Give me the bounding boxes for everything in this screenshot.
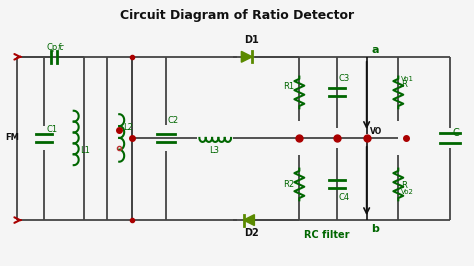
Polygon shape [244,215,255,226]
Text: a: a [372,45,379,55]
Text: b: b [372,224,380,234]
Text: L2: L2 [123,123,133,132]
Text: Vo2: Vo2 [401,189,414,195]
Text: Vo1: Vo1 [401,76,414,82]
Text: R2: R2 [283,180,295,189]
Text: L1: L1 [80,146,90,155]
Text: L3: L3 [210,146,219,155]
Polygon shape [241,51,252,62]
Text: RC filter: RC filter [304,230,350,240]
Text: Cp: Cp [46,43,57,52]
Text: C1: C1 [46,125,57,134]
Text: C3: C3 [339,74,350,82]
Text: fc: fc [58,43,65,52]
Text: C2: C2 [168,116,179,125]
Text: Circuit Diagram of Ratio Detector: Circuit Diagram of Ratio Detector [120,9,354,22]
Text: C4: C4 [339,193,350,202]
Text: C: C [453,128,459,138]
Text: VO: VO [370,127,382,136]
Text: D2: D2 [244,228,259,238]
Text: R: R [401,181,407,190]
Text: R1: R1 [283,82,295,92]
Text: D1: D1 [244,35,259,45]
Text: FM: FM [5,134,19,143]
Text: R: R [401,81,407,89]
